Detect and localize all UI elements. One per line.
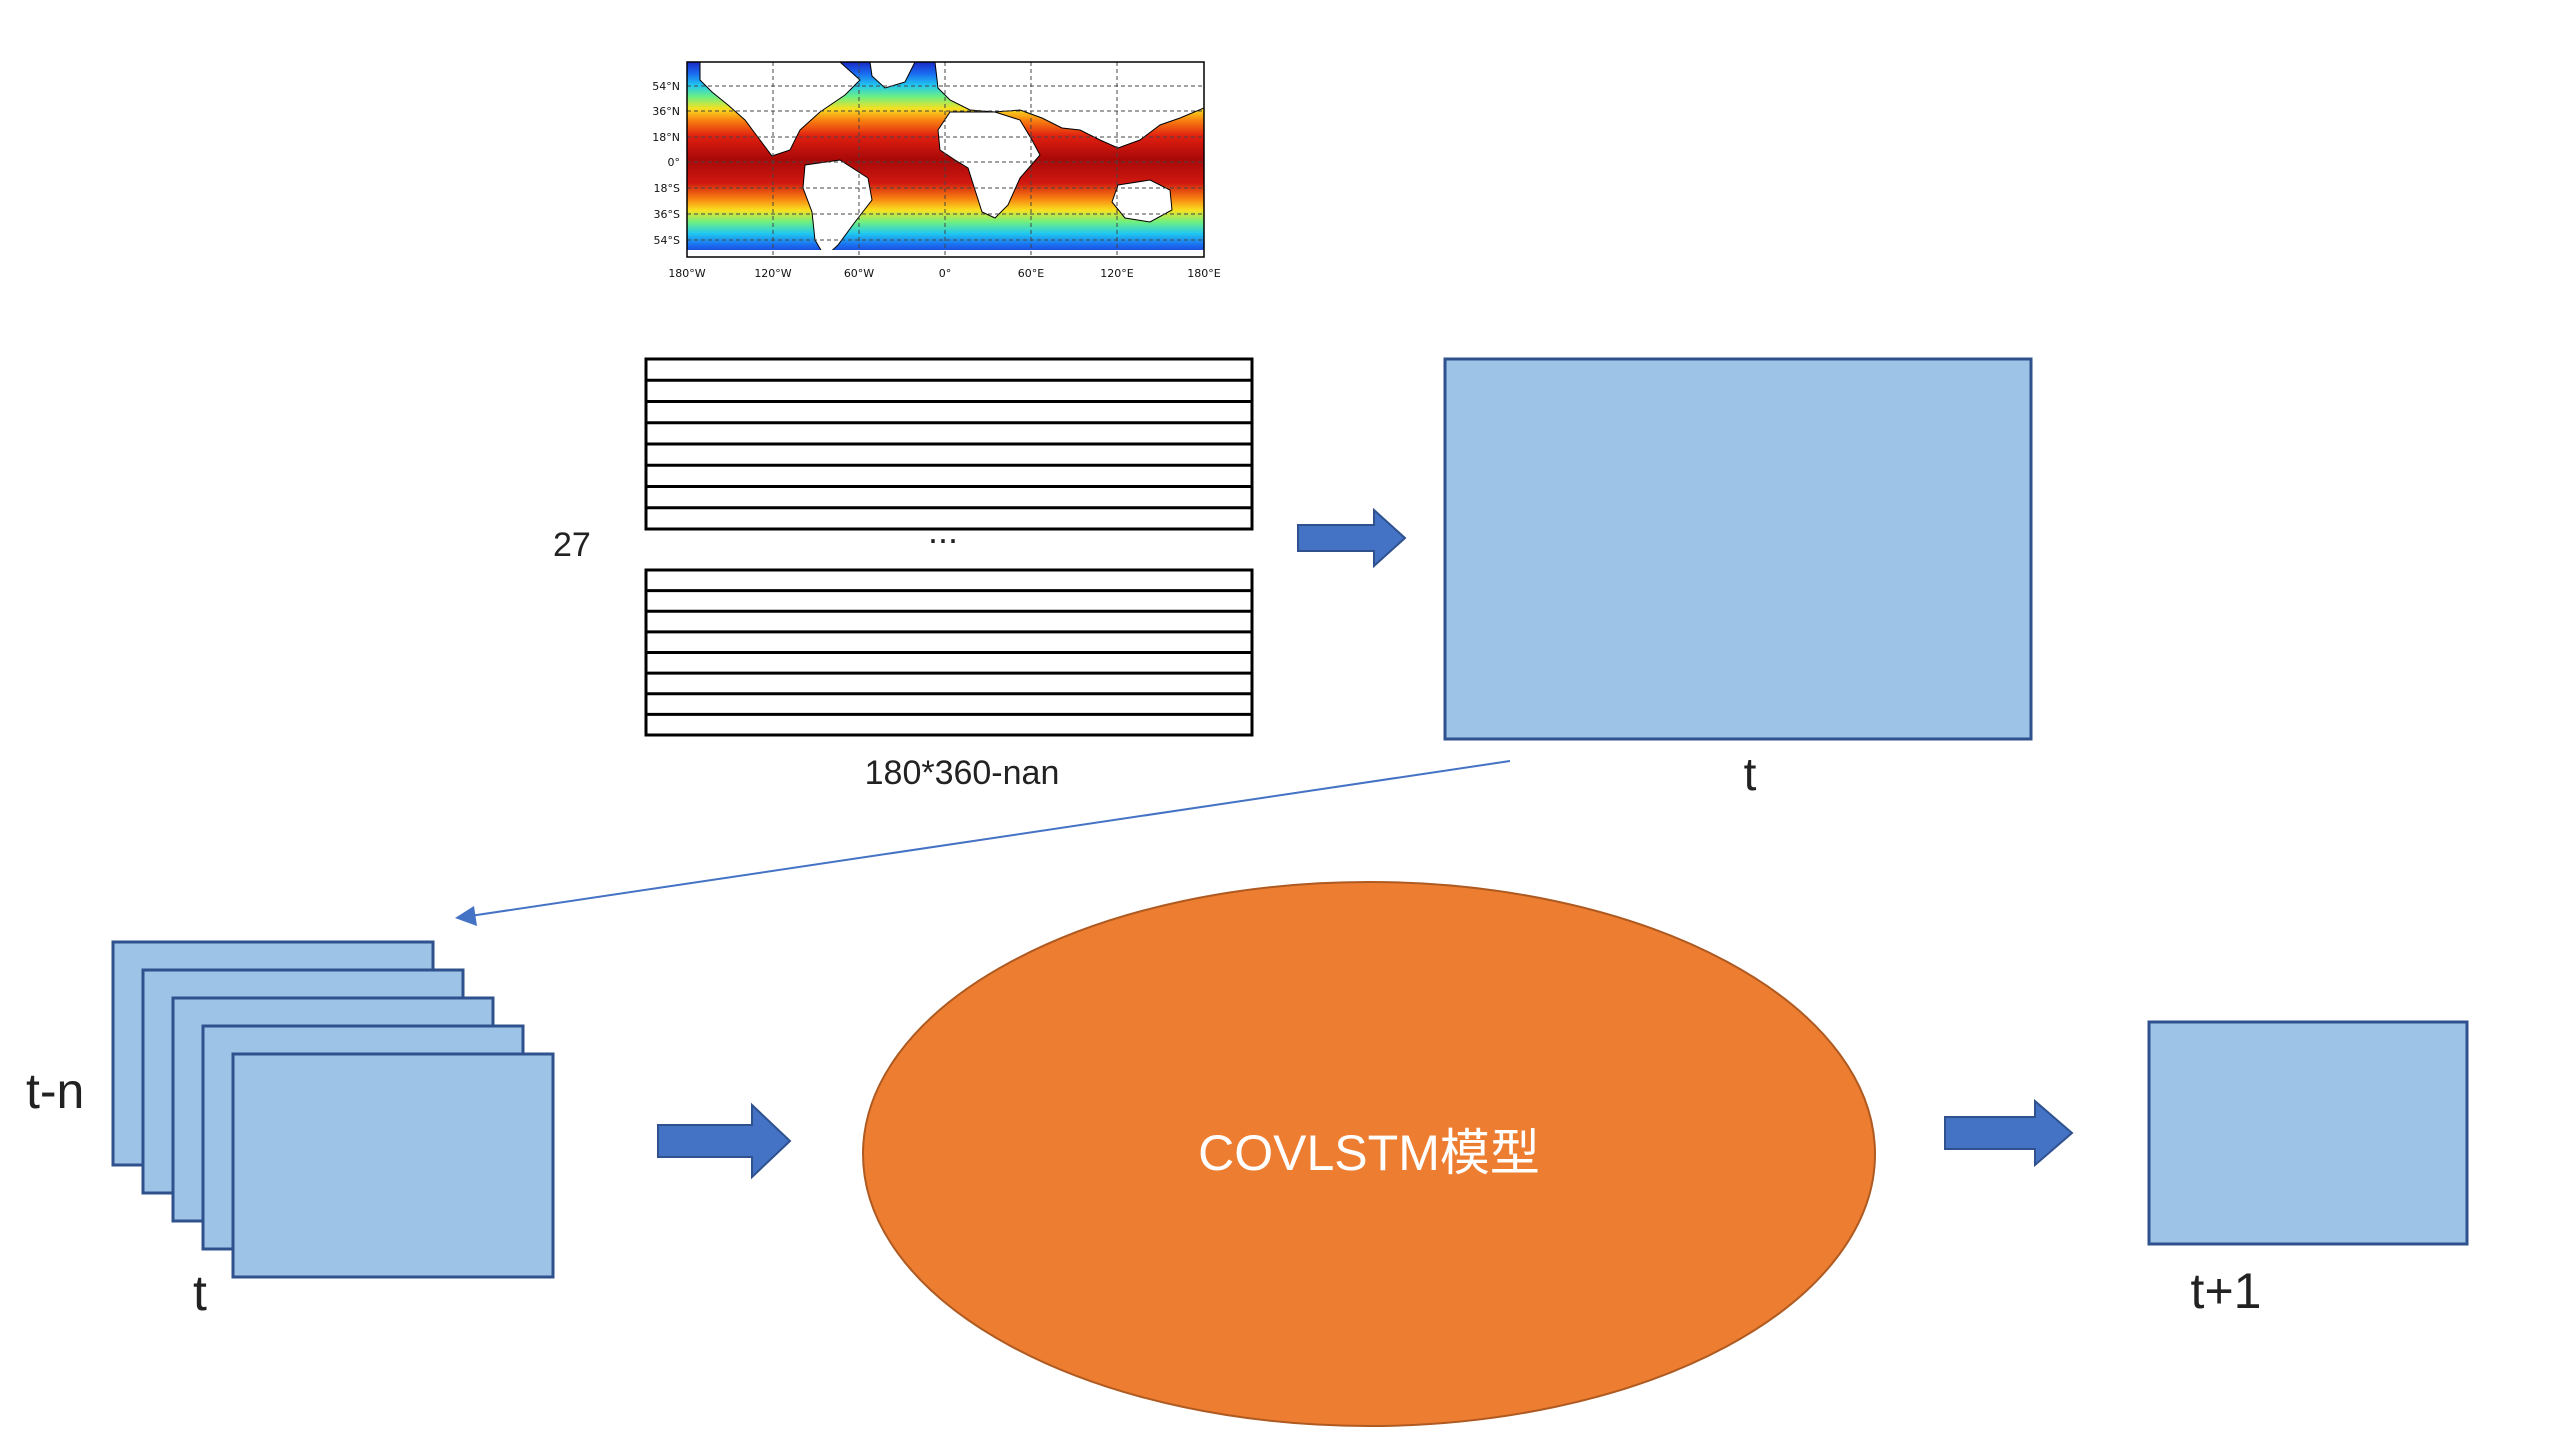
lon-tick-label: 120°E	[1100, 267, 1133, 280]
sequence-start-label: t-n	[26, 1063, 84, 1119]
stack-count-label: 27	[553, 526, 591, 564]
continents	[687, 62, 1204, 257]
sequence-frames	[111, 940, 555, 1279]
model-label: COVLSTM模型	[1198, 1125, 1540, 1181]
lat-tick-label: 18°N	[652, 131, 680, 144]
model-ellipse	[862, 881, 1876, 1427]
lon-tick-label: 60°E	[1018, 267, 1044, 280]
arrow-stack-to-frame	[1297, 507, 1407, 569]
eurasia-shape	[934, 62, 1204, 149]
frame-t-box	[1443, 357, 2033, 741]
output-box	[2147, 1020, 2469, 1246]
arrow-sequence-to-model	[657, 1102, 792, 1180]
lon-tick-label: 60°W	[844, 267, 874, 280]
lat-tick-label: 0°	[668, 156, 681, 169]
australia-shape	[1111, 179, 1173, 223]
greenland-shape	[869, 62, 916, 89]
lat-tick-label: 36°S	[654, 208, 680, 221]
sequence-frame	[231, 1052, 555, 1279]
lat-tick-label: 36°N	[652, 105, 680, 118]
sst-map-figure: 54°N 36°N 18°N 0° 18°S 36°S 54°S 180°W 120°W 60°…	[652, 61, 1221, 280]
map-gridlines	[687, 62, 1204, 257]
lat-tick-labels: 54°N 36°N 18°N 0° 18°S 36°S 54°S	[652, 80, 680, 247]
south-america-shape	[802, 159, 873, 257]
lon-tick-label: 180°E	[1187, 267, 1220, 280]
lon-tick-label: 180°W	[668, 267, 705, 280]
layer-stack: 27 ... 180*360-nan	[553, 357, 1254, 792]
layer-stack-top	[644, 357, 1254, 531]
lon-tick-label: 0°	[939, 267, 952, 280]
lon-tick-labels: 180°W 120°W 60°W 0° 60°E 120°E 180°E	[668, 267, 1220, 280]
sequence-end-label: t	[193, 1265, 207, 1321]
lat-tick-label: 18°S	[654, 182, 680, 195]
lon-tick-label: 120°W	[754, 267, 791, 280]
lat-tick-label: 54°N	[652, 80, 680, 93]
frame-t-label: t	[1744, 748, 1757, 800]
layer-stack-bottom	[644, 568, 1254, 737]
stack-ellipsis: ...	[928, 510, 958, 551]
stack-size-label: 180*360-nan	[865, 754, 1060, 792]
output-label: t+1	[2191, 1263, 2262, 1319]
arrow-model-to-output	[1944, 1098, 2074, 1168]
connector-arrow	[455, 760, 1511, 926]
sst-map-frame	[686, 61, 1205, 258]
lat-tick-label: 54°S	[654, 234, 680, 247]
